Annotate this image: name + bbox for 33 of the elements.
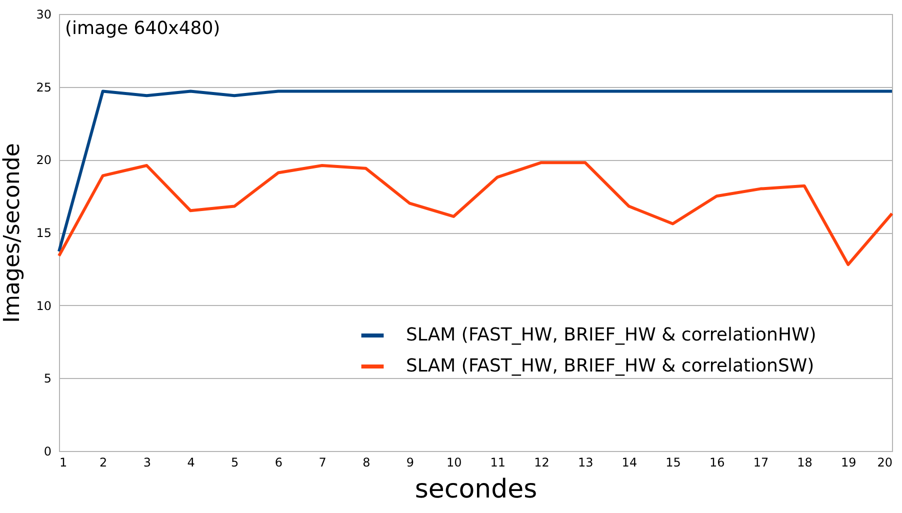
x-tick-label: 5 — [231, 456, 239, 470]
x-tick-label: 2 — [100, 456, 108, 470]
x-axis-title: secondes — [414, 474, 538, 504]
x-tick-label: 10 — [446, 456, 462, 470]
x-tick-label: 1 — [60, 456, 68, 470]
x-tick-label: 14 — [622, 456, 638, 470]
y-tick-label: 20 — [36, 153, 52, 168]
annotation: (image 640x480) — [65, 18, 220, 39]
legend-label: SLAM (FAST_HW, BRIEF_HW & correlationSW) — [406, 356, 814, 376]
y-tick-label: 30 — [36, 8, 52, 22]
x-tick-label: 16 — [709, 456, 725, 470]
x-tick-label: 3 — [143, 456, 152, 470]
x-tick-label: 17 — [753, 456, 769, 470]
x-tick-label: 8 — [362, 456, 370, 470]
y-tick-label: 25 — [36, 80, 52, 94]
x-tick-label: 18 — [797, 456, 812, 470]
y-tick-label: 5 — [44, 372, 52, 386]
x-tick-label: 19 — [841, 456, 856, 470]
x-tick-label: 7 — [318, 456, 326, 470]
x-tick-label: 13 — [578, 456, 594, 470]
x-tick-label: 12 — [534, 456, 550, 470]
x-tick-label: 9 — [406, 456, 414, 470]
x-tick-label: 15 — [666, 456, 681, 470]
x-tick-label: 20 — [877, 456, 892, 470]
y-tick-label: 10 — [36, 298, 52, 313]
line-series — [58, 161, 894, 266]
x-tick-label: 6 — [274, 456, 283, 470]
y-axis-title: Images/seconde — [0, 143, 26, 323]
y-tick-label: 15 — [36, 226, 52, 240]
x-tick-label: 11 — [490, 456, 506, 470]
legend-label: SLAM (FAST_HW, BRIEF_HW & correlationHW) — [406, 324, 816, 346]
x-tick-label: 4 — [187, 456, 195, 470]
y-tick-label: 0 — [44, 444, 52, 458]
